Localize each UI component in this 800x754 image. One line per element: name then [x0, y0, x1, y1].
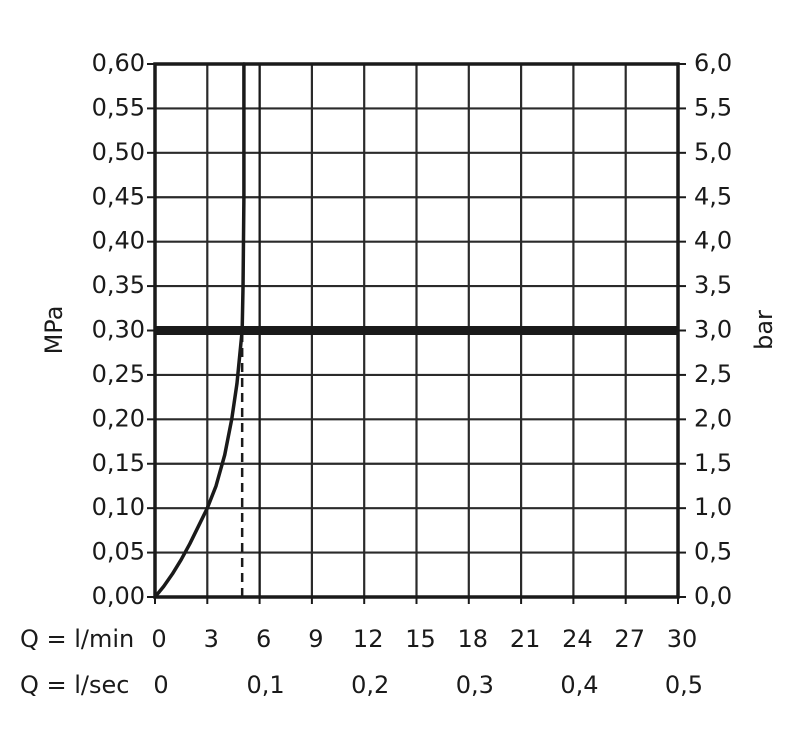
- y-left-axis-title: MPa: [40, 306, 68, 355]
- x-secondary-tick-label: 0,1: [247, 671, 285, 699]
- tick-marks: [147, 63, 686, 604]
- y-left-tick-label: 0,15: [92, 449, 145, 477]
- y-right-tick-label: 5,0: [694, 138, 732, 166]
- y-left-tick-label: 0,10: [92, 493, 145, 521]
- x-primary-tick-label: 24: [562, 625, 593, 653]
- y-left-tick-label: 0,25: [92, 360, 145, 388]
- y-left-tick-label: 0,60: [92, 49, 145, 77]
- series-layer: [153, 62, 246, 599]
- y-right-tick-label: 3,5: [694, 271, 732, 299]
- y-right-tick-label: 1,0: [694, 493, 732, 521]
- x-secondary-tick-label: 0,2: [351, 671, 389, 699]
- tick-labels: 0,00 0,00,05 0,50,10 1,00,15 1,50,20 2,00,25 2…: [92, 49, 733, 699]
- x-primary-tick-label: 6: [256, 625, 271, 653]
- x-primary-tick-label: 9: [308, 625, 323, 653]
- y-right-tick-label: 0,5: [694, 538, 732, 566]
- y-left-tick-label: 0,05: [92, 538, 145, 566]
- y-right-axis-title: bar: [750, 310, 778, 350]
- x-primary-tick-label: 21: [510, 625, 541, 653]
- y-right-tick-label: 2,5: [694, 360, 732, 388]
- x-primary-tick-label: 3: [204, 625, 219, 653]
- x-secondary-tick-label: 0,3: [456, 671, 494, 699]
- x-primary-tick-label: 18: [458, 625, 489, 653]
- y-left-tick-label: 0,40: [92, 227, 145, 255]
- x-primary-tick-label: 27: [614, 625, 645, 653]
- y-left-tick-label: 0,45: [92, 182, 145, 210]
- y-right-tick-label: 2,0: [694, 404, 732, 432]
- y-left-tick-label: 0,20: [92, 404, 145, 432]
- x-primary-tick-label: 15: [405, 625, 436, 653]
- y-left-tick-label: 0,50: [92, 138, 145, 166]
- y-right-tick-label: 3,0: [694, 316, 732, 344]
- y-left-tick-label: 0,30: [92, 316, 145, 344]
- y-right-tick-label: 4,0: [694, 227, 732, 255]
- x-primary-tick-label: 30: [667, 625, 698, 653]
- x-primary-tick-label: 0: [151, 625, 166, 653]
- y-right-tick-label: 0,0: [694, 582, 732, 610]
- y-left-tick-label: 0,55: [92, 93, 145, 121]
- y-left-tick-label: 0,00: [92, 582, 145, 610]
- y-right-tick-label: 6,0: [694, 49, 732, 77]
- x-secondary-axis-title: Q = l/sec: [20, 671, 129, 699]
- y-right-tick-label: 4,5: [694, 182, 732, 210]
- x-secondary-tick-label: 0: [153, 671, 168, 699]
- x-primary-tick-label: 12: [353, 625, 384, 653]
- y-right-tick-label: 5,5: [694, 93, 732, 121]
- x-secondary-tick-label: 0,4: [560, 671, 598, 699]
- y-right-tick-label: 1,5: [694, 449, 732, 477]
- y-left-tick-label: 0,35: [92, 271, 145, 299]
- series-line: [153, 62, 246, 599]
- x-primary-axis-title: Q = l/min: [20, 625, 134, 653]
- x-secondary-tick-label: 0,5: [665, 671, 703, 699]
